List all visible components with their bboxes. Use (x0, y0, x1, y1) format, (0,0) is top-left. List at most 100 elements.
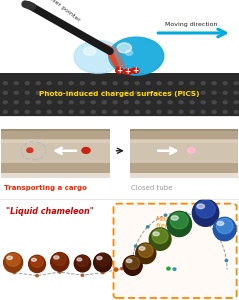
Circle shape (179, 82, 183, 85)
Circle shape (82, 148, 90, 153)
Circle shape (223, 91, 227, 94)
Circle shape (25, 91, 29, 94)
Circle shape (36, 82, 40, 85)
Circle shape (124, 110, 128, 113)
Circle shape (212, 91, 216, 94)
Ellipse shape (216, 218, 233, 234)
Polygon shape (1, 128, 110, 130)
Circle shape (80, 91, 84, 94)
Polygon shape (130, 128, 238, 139)
Circle shape (113, 110, 117, 113)
Circle shape (190, 82, 194, 85)
Ellipse shape (74, 255, 91, 272)
Circle shape (117, 43, 131, 53)
Circle shape (212, 110, 216, 113)
Ellipse shape (53, 254, 66, 266)
Ellipse shape (153, 232, 159, 236)
Circle shape (58, 110, 62, 113)
Ellipse shape (171, 216, 178, 220)
Ellipse shape (170, 212, 188, 229)
Circle shape (47, 82, 51, 85)
Polygon shape (0, 73, 239, 116)
Circle shape (168, 82, 172, 85)
Circle shape (168, 110, 172, 113)
Circle shape (234, 82, 238, 85)
Text: Photo-induced charged surfaces (PICS): Photo-induced charged surfaces (PICS) (39, 91, 200, 97)
Circle shape (157, 91, 161, 94)
Circle shape (81, 274, 84, 276)
Ellipse shape (6, 254, 20, 266)
Circle shape (234, 110, 238, 113)
Circle shape (109, 37, 164, 75)
Ellipse shape (4, 253, 23, 272)
Circle shape (102, 272, 104, 274)
Circle shape (91, 91, 95, 94)
Ellipse shape (196, 200, 215, 218)
Circle shape (36, 91, 40, 94)
Circle shape (201, 110, 205, 113)
Ellipse shape (126, 259, 132, 262)
Circle shape (36, 110, 40, 113)
Circle shape (25, 110, 29, 113)
Ellipse shape (136, 243, 156, 264)
Ellipse shape (7, 256, 12, 260)
Ellipse shape (217, 221, 224, 226)
Circle shape (179, 101, 183, 104)
Text: +: + (132, 66, 138, 75)
Circle shape (36, 101, 40, 104)
Circle shape (25, 82, 29, 85)
Circle shape (47, 110, 51, 113)
Circle shape (113, 82, 117, 85)
Text: +: + (116, 66, 123, 75)
Ellipse shape (76, 256, 88, 267)
Circle shape (223, 110, 227, 113)
Text: "Liquid chameleon": "Liquid chameleon" (6, 207, 94, 216)
Ellipse shape (139, 247, 145, 250)
Circle shape (69, 82, 73, 85)
Polygon shape (1, 139, 110, 163)
Polygon shape (1, 140, 110, 142)
Circle shape (190, 110, 194, 113)
Polygon shape (1, 128, 110, 139)
Ellipse shape (97, 256, 102, 260)
Circle shape (3, 91, 7, 94)
Ellipse shape (51, 253, 69, 271)
Polygon shape (130, 163, 238, 173)
Text: Moving direction: Moving direction (165, 22, 217, 27)
Circle shape (157, 110, 161, 113)
Ellipse shape (138, 244, 153, 257)
Circle shape (173, 268, 176, 270)
Ellipse shape (126, 256, 140, 269)
Ellipse shape (31, 256, 43, 267)
Polygon shape (1, 163, 110, 173)
Circle shape (102, 101, 106, 104)
Circle shape (147, 226, 149, 228)
Circle shape (223, 82, 227, 85)
Text: Closed tube: Closed tube (131, 184, 173, 190)
Circle shape (164, 214, 167, 216)
Circle shape (146, 91, 150, 94)
Circle shape (218, 237, 220, 239)
Circle shape (113, 101, 117, 104)
Circle shape (74, 40, 122, 74)
Circle shape (185, 212, 187, 214)
Circle shape (47, 101, 51, 104)
Circle shape (69, 91, 73, 94)
Circle shape (36, 274, 38, 277)
Circle shape (212, 82, 216, 85)
Text: Laser pointer: Laser pointer (45, 0, 81, 22)
Circle shape (80, 82, 84, 85)
Circle shape (203, 220, 206, 223)
Circle shape (124, 69, 132, 74)
Circle shape (124, 82, 128, 85)
Circle shape (168, 91, 172, 94)
Circle shape (113, 91, 117, 94)
Polygon shape (130, 128, 238, 130)
Circle shape (146, 110, 150, 113)
Ellipse shape (96, 254, 109, 266)
Text: +: + (125, 67, 131, 76)
Polygon shape (130, 139, 238, 163)
Circle shape (124, 101, 128, 104)
Polygon shape (100, 41, 122, 71)
Circle shape (102, 110, 106, 113)
